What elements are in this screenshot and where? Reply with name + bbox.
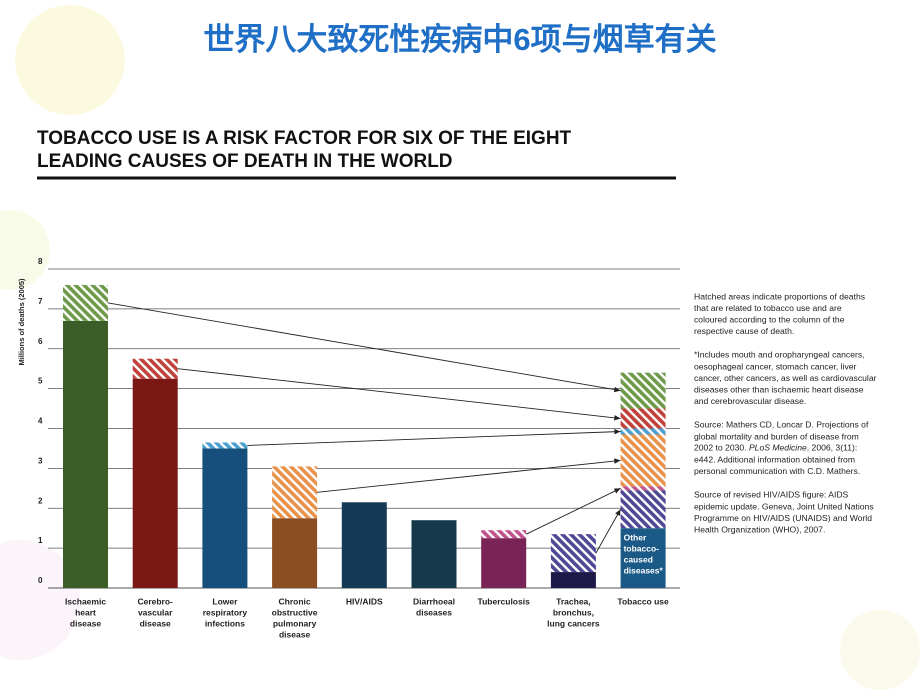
y-tick-label: 8 — [38, 257, 43, 266]
y-tick-label: 5 — [38, 377, 43, 386]
segment-label: diseases* — [624, 565, 664, 575]
y-tick-label: 2 — [38, 496, 43, 505]
tobacco-segment — [620, 428, 666, 435]
x-tick-label: diseases — [416, 607, 452, 617]
segment-label: Other — [624, 532, 647, 542]
bar — [481, 538, 527, 588]
y-tick-label: 4 — [38, 417, 43, 426]
arrow — [526, 487, 621, 535]
tobacco-segment — [620, 434, 666, 487]
note: global mortality and burden of disease f… — [694, 431, 859, 441]
chart-title: LEADING CAUSES OF DEATH IN THE WORLD — [37, 151, 453, 172]
tobacco-segment — [620, 408, 666, 429]
x-tick-label: obstructive — [272, 607, 318, 617]
x-tick-label: HIV/AIDS — [346, 596, 383, 606]
tobacco-segment — [620, 372, 666, 409]
note: *Includes mouth and oropharyngeal cancer… — [694, 350, 865, 360]
bar-hatched — [481, 530, 527, 539]
x-tick-label: pulmonary — [273, 618, 317, 628]
y-tick-label: 1 — [38, 536, 43, 545]
decoration — [0, 5, 920, 690]
arrow — [317, 458, 621, 493]
bar — [411, 520, 457, 588]
x-tick-label: Ischaemic — [65, 596, 106, 606]
bar — [341, 502, 387, 588]
slide-title: 世界八大致死性疾病中6项与烟草有关 — [203, 22, 716, 57]
note-part: , 2006, 3(11): — [807, 443, 857, 453]
tobacco-segment — [620, 490, 666, 529]
bar-hatched — [132, 358, 178, 379]
tobacco-segment — [620, 486, 666, 491]
bar — [272, 518, 318, 588]
tobacco-segment — [620, 528, 666, 588]
y-tick-label: 0 — [38, 576, 43, 585]
note: epidemic update. Geneva, Joint United Na… — [694, 501, 874, 511]
note: respective cause of death. — [694, 326, 794, 336]
x-tick-label: Diarrhoeal — [413, 596, 455, 606]
arrow — [107, 302, 621, 393]
x-tick-label: respiratory — [203, 607, 248, 617]
x-tick-label: bronchus, — [553, 607, 594, 617]
note: e442. Additional information obtained fr… — [694, 454, 855, 464]
x-tick-label: Trachea, — [556, 596, 591, 606]
x-tick-label: lung cancers — [547, 618, 600, 628]
bar — [550, 572, 596, 588]
arrow — [595, 509, 621, 554]
segment-label: caused — [624, 554, 653, 564]
note: cancer, other cancers, as well as cardio… — [694, 373, 877, 383]
note: Programme on HIV/AIDS (UNAIDS) and World — [694, 513, 872, 523]
bar — [202, 448, 248, 588]
x-tick-label: Lower — [212, 596, 238, 606]
x-tick-label: heart — [75, 607, 96, 617]
bar-hatched — [202, 442, 248, 449]
note: Hatched areas indicate proportions of de… — [694, 291, 865, 301]
note: Health Organization (WHO), 2007. — [694, 524, 825, 534]
bar-hatched — [63, 284, 108, 321]
y-axis-label: Millions of deaths (2005) — [17, 278, 26, 366]
bar — [63, 320, 108, 588]
arrow — [177, 368, 621, 421]
x-tick-label: Chronic — [279, 596, 311, 606]
note: coloured according to the column of the — [694, 314, 845, 324]
note: personal communication with C.D. Mathers… — [694, 466, 860, 476]
note: that are related to tobacco use and are — [694, 303, 842, 313]
note: 2002 to 2030. PLoS Medicine, 2006, 3(11)… — [694, 443, 857, 453]
note: oesophageal cancer, stomach cancer, live… — [694, 361, 857, 371]
arrow — [247, 429, 621, 446]
bar-hatched — [550, 534, 596, 573]
note: diseases other than ischaemic heart dise… — [694, 384, 864, 394]
note: Source of revised HIV/AIDS figure: AIDS — [694, 490, 849, 500]
x-tick-label: disease — [279, 629, 310, 639]
x-tick-label: disease — [70, 618, 101, 628]
segment-label: tobacco- — [624, 543, 660, 553]
note-part: PLoS Medicine — [749, 443, 807, 453]
x-tick-label: infections — [205, 618, 245, 628]
x-tick-label: vascular — [138, 607, 173, 617]
note: Source: Mathers CD, Loncar D. Projection… — [694, 420, 869, 430]
note-part: 2002 to 2030. — [694, 443, 749, 453]
bar-hatched — [272, 466, 318, 519]
x-tick-label: disease — [140, 618, 171, 628]
x-tick-label: Tobacco use — [617, 596, 669, 606]
y-tick-label: 3 — [38, 456, 43, 465]
x-tick-label: Tuberculosis — [478, 596, 531, 606]
y-tick-label: 7 — [38, 297, 43, 306]
x-tick-label: Cerebro- — [137, 596, 173, 606]
bar — [132, 378, 178, 588]
chart-title: TOBACCO USE IS A RISK FACTOR FOR SIX OF … — [37, 128, 572, 149]
note: and cerebrovascular disease. — [694, 396, 806, 406]
y-tick-label: 6 — [38, 337, 43, 346]
